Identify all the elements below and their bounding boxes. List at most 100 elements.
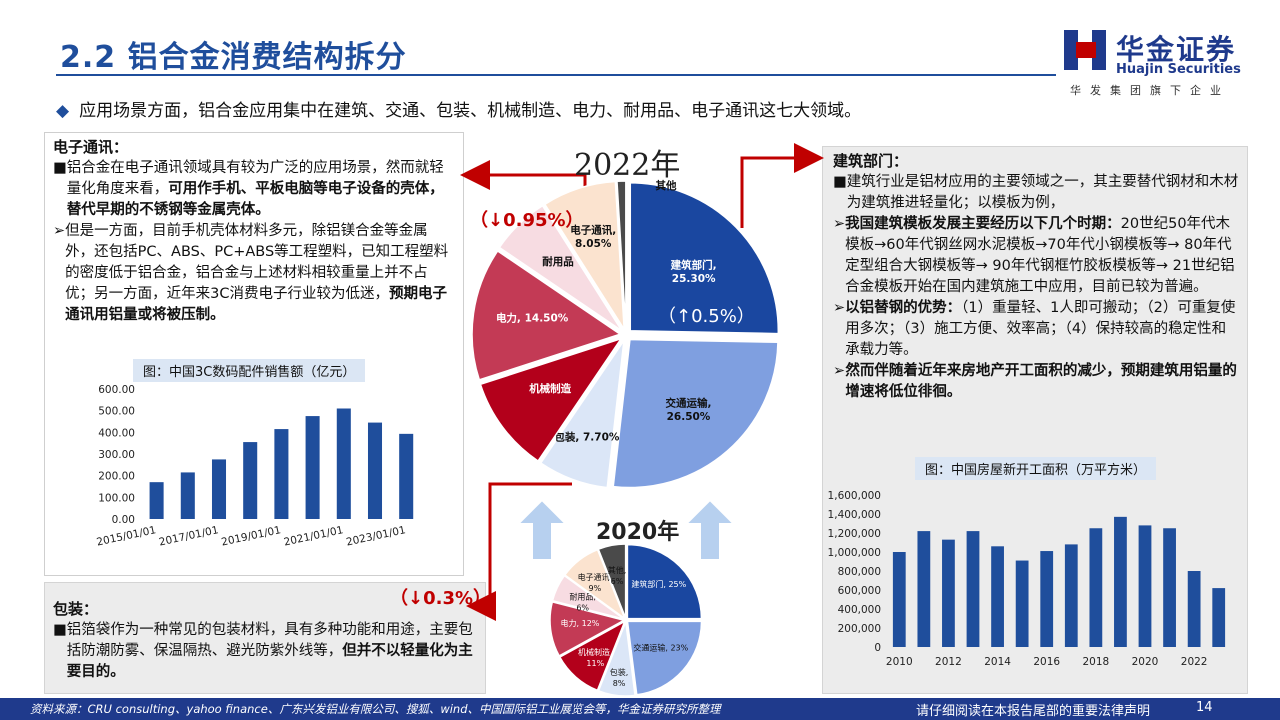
pie-slice-power	[549, 600, 627, 657]
square-bullet-icon: ■	[53, 622, 67, 638]
pie-slice-durables	[551, 574, 625, 620]
pie-slice-packaging	[539, 340, 625, 489]
bar-2021	[1163, 528, 1176, 647]
bar-2015/01/01	[149, 482, 164, 519]
y-tick-label: 1,000,000	[828, 547, 881, 559]
packaging-panel: 包装： ■ 铝箔袋作为一种常见的包装材料，具有多种功能和用途，主要包括防潮防雾、…	[44, 582, 486, 694]
bar-2016/01/01	[180, 472, 195, 519]
packaging-change-label: （↓0.3%）	[390, 588, 492, 609]
pie-label-construction: 建筑部门, 25.30%	[670, 259, 717, 286]
pie-label-electronics: 电子通讯, 8.05%	[570, 224, 616, 251]
intro-line: ◆ 应用场景方面，铝合金应用集中在建筑、交通、包装、机械制造、电力、耐用品、电子通…	[56, 96, 861, 121]
x-tick-label: 2022	[1181, 656, 1208, 668]
pie-label-other: 其他	[656, 179, 677, 192]
diamond-bullet-icon: ◆	[56, 101, 70, 121]
bar-2019/01/01	[274, 429, 289, 519]
pie-label-durables: 耐用品	[542, 255, 574, 268]
x-tick-label: 2018	[1082, 656, 1109, 668]
construction-heading: 建筑部门：	[833, 152, 909, 170]
huajin-logo-icon	[1064, 30, 1106, 70]
electronics-paragraph-1: 铝合金在电子通讯领域具有较为广泛的应用场景，然而就轻量化角度来看，可用作手机、平…	[66, 160, 444, 218]
pie-label-construction: 建筑部门, 25%	[631, 579, 686, 589]
chart-caption-housing: 图：中国房屋新开工面积（万平方米）	[915, 457, 1157, 480]
footer-source: 资料来源：CRU consulting、yahoo finance、广东兴发铝业…	[30, 702, 721, 716]
y-tick-label: 600,000	[838, 585, 881, 597]
pie-label-transport: 交通运输, 23%	[633, 643, 688, 653]
arrow-bullet-icon: ➢	[53, 223, 66, 239]
pie-slice-durables	[498, 204, 623, 332]
pie-slice-electronics	[563, 548, 627, 621]
bar-2011	[917, 531, 931, 647]
bar-2013	[966, 531, 980, 647]
y-tick-label: 0	[874, 642, 881, 654]
up-arrow-right-icon	[683, 498, 737, 561]
bar-2020/01/01	[305, 416, 320, 519]
square-bullet-icon: ■	[833, 174, 847, 190]
x-tick-label: 2012	[935, 656, 962, 668]
footer-legal-note: 请仔细阅读在本报告尾部的重要法律声明	[916, 704, 1151, 719]
x-tick-label: 2020	[1132, 656, 1159, 668]
bar-2015	[1015, 560, 1029, 647]
logo-name: 华金证券	[1116, 33, 1237, 66]
electronics-change-label: （↓0.95%）	[470, 210, 584, 231]
square-bullet-icon: ■	[53, 160, 67, 176]
pie-label-power: 电力, 14.50%	[496, 312, 569, 325]
pie-slice-transport	[626, 620, 703, 696]
construction-paragraph-3: 以铝替钢的优势：（1）重量轻、1人即可搬动；（2）可重复使用多次；（3）施工方便…	[845, 300, 1236, 358]
y-tick-label: 200.00	[98, 471, 135, 483]
footer-bar	[0, 698, 1280, 720]
y-tick-label: 1,600,000	[828, 490, 881, 502]
bar-2023/01/01	[399, 433, 414, 519]
bar-2012	[942, 539, 955, 647]
packaging-heading: 包装：	[53, 600, 99, 618]
bar-2020	[1138, 525, 1152, 647]
pie-slice-machinery	[558, 619, 627, 692]
logo-english-name: Huajin Securities	[1116, 62, 1241, 77]
y-tick-label: 1,400,000	[828, 509, 881, 521]
y-tick-label: 600.00	[98, 384, 135, 396]
construction-change-label: （↑0.5%）	[658, 306, 755, 327]
chart-caption-3c: 图：中国3C数码配件销售额（亿元）	[133, 359, 366, 382]
connector-packaging	[466, 482, 572, 621]
pie-slice-transport	[612, 338, 779, 489]
pie-2022-title: 2022年	[574, 148, 681, 183]
pie-label-machinery: 机械制造, 11%	[578, 647, 613, 668]
y-tick-label: 100.00	[98, 492, 135, 504]
electronics-paragraph-2: 但是一方面，目前手机壳体材料多元，除铝镁合金等金属外，还包括PC、ABS、PC+…	[65, 223, 449, 323]
bar-2017	[1064, 544, 1078, 647]
pie-label-packaging: 包装, 7.70%	[554, 431, 620, 444]
bar-2021/01/01	[336, 408, 351, 519]
bar-2016	[1040, 551, 1054, 647]
pie-label-machinery: 机械制造	[529, 382, 571, 395]
pie-slice-packaging	[597, 621, 636, 697]
pie-label-durables: 耐用品, 6%	[569, 592, 596, 613]
intro-text: 应用场景方面，铝合金应用集中在建筑、交通、包装、机械制造、电力、耐用品、电子通讯…	[79, 101, 862, 121]
bar-2018/01/01	[243, 442, 258, 519]
x-tick-label: 2010	[886, 656, 913, 668]
pie-label-power: 电力, 12%	[561, 618, 600, 628]
construction-panel: 建筑部门： ■ 建筑行业是铝材应用的主要领域之一，其主要替代钢材和木材为建筑推进…	[822, 146, 1248, 694]
construction-paragraph-1: 建筑行业是铝材应用的主要领域之一，其主要替代钢材和木材为建筑推进轻量化；以模板为…	[846, 174, 1239, 211]
pie-label-electronics: 电子通讯, 9%	[578, 572, 613, 593]
up-arrow-left-icon	[515, 498, 569, 561]
bar-2023	[1212, 588, 1226, 647]
y-tick-label: 500.00	[98, 406, 135, 418]
electronics-panel: 电子通讯： ■ 铝合金在电子通讯领域具有较为广泛的应用场景，然而就轻量化角度来看…	[44, 132, 464, 576]
logo-subtitle: 华发集团旗下企业	[1070, 84, 1230, 97]
y-tick-label: 400.00	[98, 427, 135, 439]
pie-slice-construction	[626, 543, 703, 620]
packaging-paragraph: 铝箔袋作为一种常见的包装材料，具有多种功能和用途，主要包括防潮防雾、保温隔热、避…	[66, 622, 473, 680]
y-tick-label: 0.00	[112, 514, 135, 526]
bar-chart-housing-starts: 0 200,000 400,000 600,000 800,000 1,000,000 1,…	[828, 490, 1226, 668]
bar-2014	[991, 546, 1004, 647]
pie-slice-electronics	[543, 180, 626, 333]
arrow-bullet-icon: ➢	[833, 216, 846, 232]
bar-2010	[892, 552, 906, 647]
electronics-heading: 电子通讯：	[53, 138, 129, 156]
pie-slice-other	[597, 543, 627, 619]
bar-chart-3c-sales: 0.00 100.00 200.00 300.00 400.00 500.00 600.00…	[96, 384, 414, 549]
construction-paragraph-4: 然而伴随着近年来房地产开工面积的减少，预期建筑用铝量的增速将低位徘徊。	[845, 363, 1237, 400]
pie-label-other: 其他, 6%	[608, 565, 627, 586]
arrow-bullet-icon: ➢	[833, 300, 846, 316]
